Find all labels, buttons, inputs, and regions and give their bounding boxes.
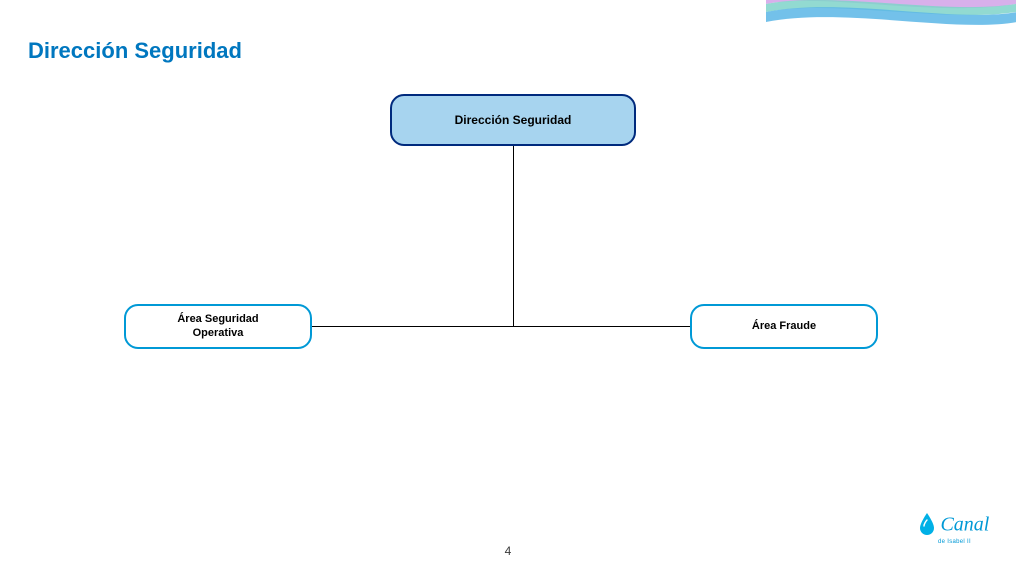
connector-vertical xyxy=(513,146,514,326)
page-title: Dirección Seguridad xyxy=(28,38,242,64)
node-left-label: Área Seguridad Operativa xyxy=(177,313,258,339)
logo-subtitle: de Isabel II xyxy=(938,539,998,545)
connector-horizontal xyxy=(312,326,690,327)
page-number: 4 xyxy=(0,544,1016,558)
slide: Dirección Seguridad Dirección Seguridad … xyxy=(0,0,1016,572)
node-left: Área Seguridad Operativa xyxy=(124,304,312,349)
logo: Canal de Isabel II xyxy=(918,512,998,562)
node-right: Área Fraude xyxy=(690,304,878,349)
node-root-label: Dirección Seguridad xyxy=(455,113,572,127)
decor-ribbon xyxy=(766,0,1016,30)
node-right-label: Área Fraude xyxy=(752,320,816,333)
org-chart: Dirección Seguridad Área Seguridad Opera… xyxy=(0,94,1016,394)
droplet-icon xyxy=(918,512,936,541)
node-root: Dirección Seguridad xyxy=(390,94,636,146)
logo-brand: Canal xyxy=(940,514,989,536)
